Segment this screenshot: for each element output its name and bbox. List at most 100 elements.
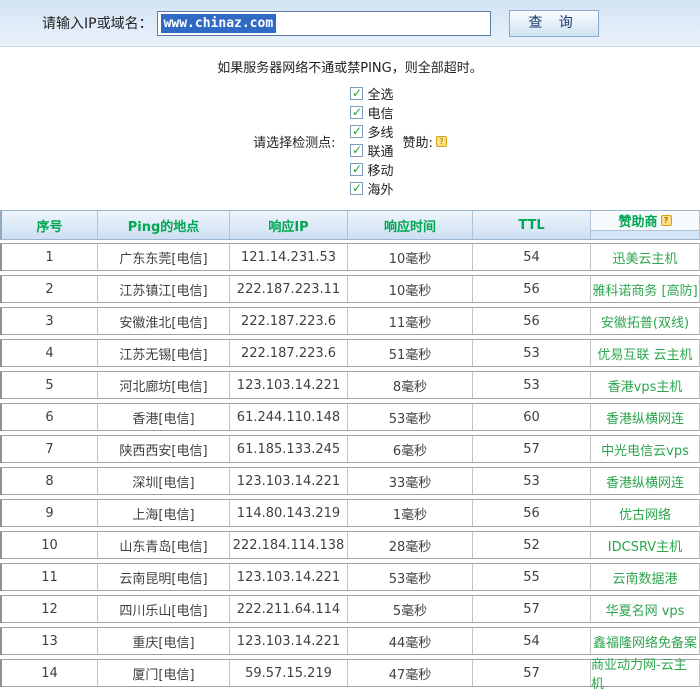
row-location: 厦门[电信] [98,660,230,686]
row-response-time: 53毫秒 [348,564,473,590]
sponsor-link[interactable]: 雅科诺商务 [高防] [592,283,698,299]
row-index: 6 [2,404,98,430]
row-location: 山东青岛[电信] [98,532,230,558]
checkbox-checked-icon[interactable]: ✓ [350,162,364,176]
row-ip: 123.103.14.221 [230,468,348,494]
checkpoint-option-label: 海外 [367,183,394,198]
checkpoint-option: ✓ 全选 [350,84,394,103]
row-index: 3 [2,308,98,334]
row-ip: 59.57.15.219 [230,660,348,686]
header-sponsor-label: 赞助商 [618,215,658,230]
checkbox-checked-icon[interactable]: ✓ [350,105,364,119]
table-row: 10 山东青岛[电信] 222.184.114.138 28毫秒 52 IDCS… [0,531,700,559]
sponsor-link[interactable]: 云南数据港 [612,571,678,587]
ping-results-table: 序号 Ping的地点 响应IP 响应时间 TTL 赞助商 ? 1 广东东莞[电信… [0,210,700,692]
row-response-time: 53毫秒 [348,404,473,430]
row-response-time: 44毫秒 [348,628,473,654]
sponsor-link[interactable]: 香港纵横网连 [605,411,684,427]
row-index: 14 [2,660,98,686]
row-location: 安徽淮北[电信] [98,308,230,334]
row-location: 香港[电信] [98,404,230,430]
checkpoint-option: ✓ 多线 [350,122,394,141]
sponsor-link[interactable]: 优古网络 [618,507,671,523]
header-ip: 响应IP [230,211,348,239]
header-sponsor: 赞助商 ? [591,211,699,239]
table-row: 2 江苏镇江[电信] 222.187.223.11 10毫秒 56 雅科诺商务 … [0,275,700,303]
sponsor-link[interactable]: 香港纵横网连 [605,475,684,491]
checkpoint-option-label: 全选 [367,88,394,103]
row-location: 四川乐山[电信] [98,596,230,622]
domain-input[interactable]: www.chinaz.com [156,10,491,36]
checkpoint-option: ✓ 移动 [350,160,394,179]
row-ttl: 53 [473,372,591,398]
table-row: 8 深圳[电信] 123.103.14.221 33毫秒 53 香港纵横网连 [0,467,700,495]
row-index: 10 [2,532,98,558]
table-header-row: 序号 Ping的地点 响应IP 响应时间 TTL 赞助商 ? [0,210,700,240]
row-index: 13 [2,628,98,654]
row-ip: 121.14.231.53 [230,244,348,270]
checkpoint-option: ✓ 联通 [350,141,394,160]
header-index: 序号 [2,211,98,239]
row-ip: 222.187.223.6 [230,340,348,366]
row-ip: 222.187.223.11 [230,276,348,302]
table-row: 11 云南昆明[电信] 123.103.14.221 53毫秒 55 云南数据港 [0,563,700,591]
row-ip: 222.211.64.114 [230,596,348,622]
row-location: 上海[电信] [98,500,230,526]
sponsor-link[interactable]: 华夏名网 vps [605,603,685,619]
row-location: 重庆[电信] [98,628,230,654]
query-button[interactable]: 查 询 [508,9,599,37]
row-ip: 222.184.114.138 [230,532,348,558]
checkpoint-label: 请选择检测点: [253,135,336,151]
row-ttl: 57 [473,436,591,462]
row-response-time: 10毫秒 [348,276,473,302]
row-location: 江苏无锡[电信] [98,340,230,366]
sponsor-link[interactable]: 优易互联 云主机 [597,347,693,363]
sponsor-link[interactable]: 商业动力网-云主机 [591,658,687,692]
row-response-time: 51毫秒 [348,340,473,366]
row-index: 5 [2,372,98,398]
header-time: 响应时间 [348,211,473,239]
row-ttl: 56 [473,500,591,526]
row-index: 8 [2,468,98,494]
row-ttl: 57 [473,596,591,622]
row-ttl: 57 [473,660,591,686]
table-row: 6 香港[电信] 61.244.110.148 53毫秒 60 香港纵横网连 [0,403,700,431]
row-ttl: 53 [473,468,591,494]
row-location: 河北廊坊[电信] [98,372,230,398]
checkbox-checked-icon[interactable]: ✓ [350,124,364,138]
row-ip: 114.80.143.219 [230,500,348,526]
sponsor-link[interactable]: 鑫福隆网络免备案 [592,635,697,651]
row-ttl: 52 [473,532,591,558]
table-row: 5 河北廊坊[电信] 123.103.14.221 8毫秒 53 香港vps主机 [0,371,700,399]
sponsor-link[interactable]: 安徽拓普(双线) [600,315,690,331]
table-row: 1 广东东莞[电信] 121.14.231.53 10毫秒 54 迅美云主机 [0,243,700,271]
sponsor-link[interactable]: 迅美云主机 [612,251,678,267]
table-row: 14 厦门[电信] 59.57.15.219 47毫秒 57 商业动力网-云主机 [0,658,700,692]
row-response-time: 47毫秒 [348,660,473,686]
help-icon[interactable]: ? [435,135,447,147]
row-response-time: 1毫秒 [348,500,473,526]
row-ttl: 56 [473,308,591,334]
table-row: 13 重庆[电信] 123.103.14.221 44毫秒 54 鑫福隆网络免备… [0,627,700,655]
query-bar: 请输入IP或域名： www.chinaz.com 查 询 [0,0,700,47]
sponsor-link[interactable]: 中光电信云vps [601,443,689,459]
header-sponsor-substrip [591,231,699,239]
row-location: 江苏镇江[电信] [98,276,230,302]
sponsor-link[interactable]: IDCSRV主机 [607,539,683,555]
ping-notice: 如果服务器网络不通或禁PING，则全部超时。 [217,61,483,76]
row-index: 12 [2,596,98,622]
checkbox-checked-icon[interactable]: ✓ [350,86,364,100]
checkbox-checked-icon[interactable]: ✓ [350,181,364,195]
table-row: 4 江苏无锡[电信] 222.187.223.6 51毫秒 53 优易互联 云主… [0,339,700,367]
help-icon[interactable]: ? [660,215,672,226]
row-location: 陕西西安[电信] [98,436,230,462]
row-response-time: 11毫秒 [348,308,473,334]
checkbox-checked-icon[interactable]: ✓ [350,143,364,157]
table-row: 9 上海[电信] 114.80.143.219 1毫秒 56 优古网络 [0,499,700,527]
sponsor-link[interactable]: 香港vps主机 [607,379,683,395]
row-ttl: 53 [473,340,591,366]
row-response-time: 33毫秒 [348,468,473,494]
checkpoint-option-label: 多线 [367,126,394,141]
row-location: 深圳[电信] [98,468,230,494]
table-row: 12 四川乐山[电信] 222.211.64.114 5毫秒 57 华夏名网 v… [0,595,700,623]
